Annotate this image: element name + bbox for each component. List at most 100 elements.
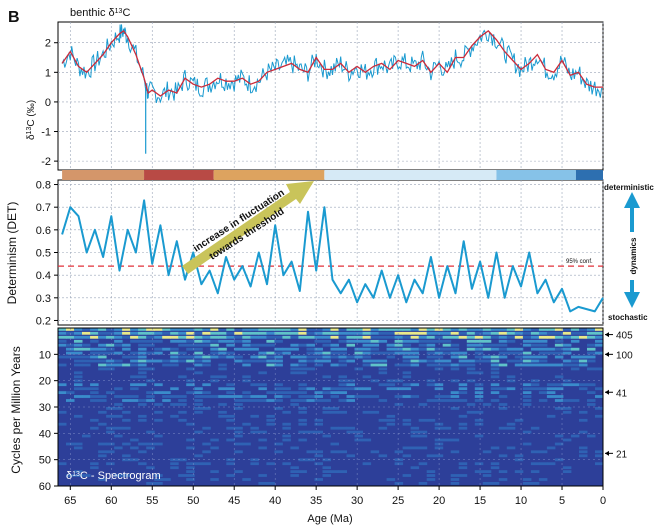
spectrogram-cell	[538, 363, 548, 367]
spectrogram-cell	[298, 343, 307, 347]
spectrogram-cell	[530, 347, 540, 351]
spectrogram-cell	[498, 454, 508, 458]
spectrogram-cell	[402, 343, 412, 347]
spectrogram-cell	[210, 328, 219, 331]
x-tick-label: 50	[187, 495, 199, 507]
spectrogram-cell	[186, 438, 195, 442]
spectrogram-cell	[314, 391, 323, 394]
spectrogram-cell	[474, 410, 484, 414]
spectrogram-cell	[58, 328, 67, 331]
spectrogram-cell	[74, 363, 83, 367]
spectrogram-cell	[114, 474, 123, 477]
spectrogram-cell	[410, 363, 420, 367]
spectrogram-cell	[386, 355, 396, 359]
spectrogram-cell	[370, 328, 380, 331]
spectrogram-cell	[490, 375, 500, 379]
spectrogram-cell	[506, 335, 516, 339]
spectrogram-cell	[410, 446, 420, 450]
spectrogram-cell	[282, 351, 291, 355]
spectrogram-cell	[530, 482, 540, 485]
spectrogram-cell	[250, 343, 259, 347]
spectrogram-cell	[178, 375, 187, 379]
spectrogram-cell	[170, 462, 179, 466]
spectrogram-cell	[258, 351, 267, 355]
spectrogram-cell	[410, 359, 420, 363]
spectrogram-cell	[322, 375, 331, 379]
spectrogram-cell	[346, 454, 355, 458]
spectrogram-cell	[338, 351, 347, 355]
spectrogram-cell	[322, 434, 331, 438]
spectrogram-cell	[74, 387, 83, 391]
panel2-ytick-label: 0.7	[36, 202, 51, 214]
spectrogram-cell	[418, 446, 428, 450]
spectrogram-cell	[266, 414, 275, 418]
spectrogram-cell	[234, 399, 243, 402]
spectrogram-cell	[482, 470, 492, 473]
spectrogram-cell	[98, 367, 107, 371]
spectrogram-cell	[595, 367, 604, 371]
spectrogram-cell	[138, 331, 147, 335]
spectrogram-cell	[90, 418, 99, 422]
spectrogram-cell	[258, 387, 267, 391]
spectrogram-cell	[98, 335, 107, 339]
spectrogram-cell	[474, 422, 484, 426]
spectrogram-cell	[394, 343, 404, 347]
spectrogram-cell	[114, 395, 123, 398]
spectrogram-cell	[506, 387, 516, 391]
spectrogram-cell	[186, 347, 195, 351]
spectrogram-cell	[138, 343, 147, 347]
spectrogram-cell	[530, 387, 540, 391]
spectrogram-cell	[154, 328, 163, 331]
spectrogram-cell	[442, 328, 452, 331]
spectrogram-cell	[530, 355, 540, 359]
period-arrow-icon	[605, 332, 609, 338]
spectrogram-cell	[226, 383, 235, 387]
spectrogram-cell	[378, 359, 388, 363]
spectrogram-cell	[266, 343, 275, 347]
spectrogram-cell	[394, 331, 404, 335]
spectrogram-cell	[146, 331, 155, 335]
spectrogram-cell	[546, 331, 556, 335]
spectrogram-cell	[146, 446, 155, 450]
spectrogram-cell	[346, 343, 355, 347]
spectrogram-cell	[474, 328, 484, 331]
spectrogram-cell	[186, 335, 195, 339]
spectrogram-cell	[250, 383, 259, 387]
spectrogram-cell	[274, 359, 283, 363]
spectrogram-cell	[418, 403, 428, 406]
spectrogram-cell	[514, 347, 524, 351]
spectrogram-cell	[378, 331, 388, 335]
threshold-label: 95% conf.	[566, 259, 593, 265]
spectrogram-cell	[178, 351, 187, 355]
panel2-ylabel: Determinism (DET)	[5, 202, 19, 305]
spectrogram-cell	[226, 331, 235, 335]
spectrogram-cell	[122, 418, 131, 422]
spectrogram-cell	[202, 331, 211, 335]
spectrogram-cell	[82, 335, 91, 339]
spectrogram-cell	[170, 466, 179, 470]
spectrogram-cell	[394, 462, 404, 466]
spectrogram-cell	[434, 339, 444, 343]
spectrogram-cell	[266, 339, 275, 343]
spectrogram-cell	[122, 335, 131, 339]
spectrogram-cell	[370, 410, 380, 414]
spectrogram-cell	[394, 387, 404, 391]
spectrogram-cell	[314, 351, 323, 355]
spectrogram-cell	[322, 466, 331, 470]
spectrogram-cell	[306, 387, 315, 391]
spectrogram-cell	[258, 328, 267, 331]
spectrogram-cell	[442, 359, 452, 363]
spectrogram-cell	[290, 371, 299, 375]
spectrogram-cell	[202, 355, 211, 359]
spectrogram-cell	[178, 343, 187, 347]
spectrogram-cell	[530, 343, 540, 347]
spectrogram-cell	[338, 383, 347, 387]
spectrogram-cell	[218, 395, 227, 398]
spectrogram-cell	[410, 347, 420, 351]
spectrogram-cell	[546, 363, 556, 367]
spectrogram-cell	[130, 438, 139, 442]
panel2-ytick-label: 0.6	[36, 225, 51, 237]
climate-band	[575, 170, 603, 180]
spectrogram-cell	[178, 331, 187, 335]
spectrogram-cell	[362, 339, 372, 343]
